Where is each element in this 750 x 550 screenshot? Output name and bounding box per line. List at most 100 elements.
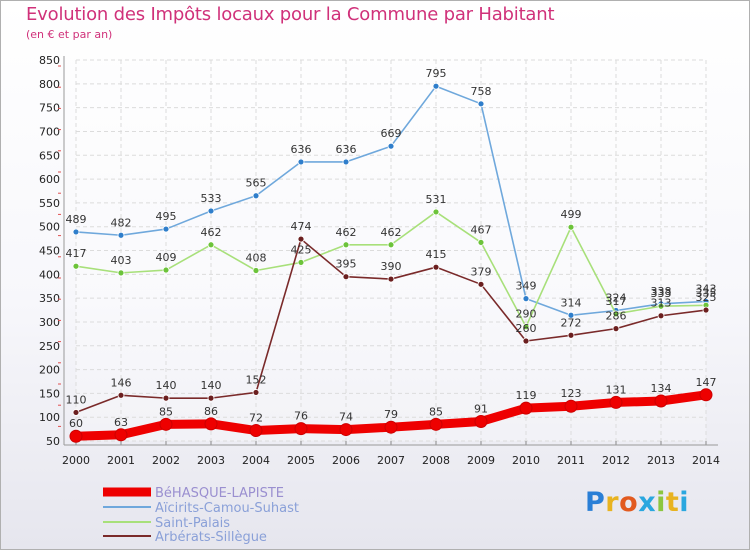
data-label: 286 (606, 310, 627, 323)
data-label: 147 (696, 376, 717, 389)
data-point (567, 331, 575, 339)
legend-label: BéHASQUE-LAPISTE (155, 486, 284, 501)
y-tick-label: 50 (46, 435, 60, 448)
data-label: 110 (66, 393, 87, 406)
data-label: 86 (204, 405, 218, 418)
data-label: 324 (606, 292, 627, 305)
y-tick-label: 500 (39, 221, 60, 234)
data-point (522, 337, 530, 345)
data-label: 462 (381, 226, 402, 239)
data-point (609, 395, 623, 409)
logo-letter: r (605, 487, 620, 518)
legend-label: Arbérats-Sillègue (155, 530, 267, 545)
data-point (342, 158, 350, 166)
data-point (207, 241, 215, 249)
data-point (252, 267, 260, 274)
x-tick-label: 2002 (152, 454, 180, 467)
data-point (567, 223, 575, 231)
data-point (69, 429, 83, 443)
data-point (294, 422, 308, 436)
data-point (207, 207, 215, 215)
x-tick-label: 2006 (332, 454, 360, 467)
data-point (72, 262, 80, 270)
chart-subtitle: (en € et par an) (26, 28, 113, 41)
data-label: 74 (339, 411, 353, 424)
data-point (117, 231, 125, 239)
data-point (567, 311, 575, 319)
data-point (72, 409, 80, 416)
data-label: 636 (336, 143, 357, 156)
data-point (387, 241, 395, 249)
data-label: 60 (69, 417, 83, 430)
data-point (159, 417, 173, 431)
x-tick-label: 2012 (602, 454, 630, 467)
data-label: 565 (246, 177, 267, 190)
legend-label: Aïcirits-Camou-Suhast (155, 501, 299, 516)
data-point (162, 225, 170, 233)
y-tick-label: 200 (39, 364, 60, 377)
x-tick-label: 2011 (557, 454, 585, 467)
series-layer (69, 82, 713, 443)
data-label: 425 (291, 243, 312, 256)
data-label: 415 (426, 248, 447, 261)
data-label: 123 (561, 387, 582, 400)
data-label: 462 (201, 226, 222, 239)
logo-letter: P (585, 487, 606, 518)
y-tick-label: 750 (39, 102, 60, 115)
data-label: 533 (201, 192, 222, 205)
data-label: 272 (561, 316, 582, 329)
data-label: 290 (516, 308, 537, 321)
data-label: 314 (561, 296, 582, 309)
data-label: 349 (516, 280, 537, 293)
data-label: 409 (156, 251, 177, 264)
y-tick-label: 650 (39, 149, 60, 162)
data-point (342, 241, 350, 249)
data-point (432, 263, 440, 271)
data-label: 313 (651, 297, 672, 310)
x-tick-label: 2001 (107, 454, 135, 467)
x-tick-label: 2009 (467, 454, 495, 467)
data-point (474, 414, 488, 428)
y-tick-label: 400 (39, 268, 60, 281)
data-point (432, 82, 440, 90)
data-label: 395 (336, 258, 357, 271)
data-label: 489 (66, 213, 87, 226)
data-label: 131 (606, 383, 627, 396)
x-tick-label: 2003 (197, 454, 225, 467)
data-label: 482 (111, 216, 132, 229)
data-point (249, 424, 263, 438)
data-label: 85 (159, 405, 173, 418)
data-point (297, 259, 305, 266)
data-point (339, 423, 353, 437)
y-tick-label: 550 (39, 197, 60, 210)
data-point (387, 275, 395, 283)
data-point (657, 302, 665, 310)
y-tick-label: 600 (39, 173, 60, 186)
x-tick-label: 2005 (287, 454, 315, 467)
data-label: 317 (606, 295, 627, 308)
data-label: 343 (696, 282, 717, 295)
data-label: 390 (381, 260, 402, 273)
y-tick-label: 700 (39, 125, 60, 138)
logo-letter: i (656, 487, 666, 518)
data-point (162, 394, 170, 402)
data-label: 91 (474, 402, 488, 415)
y-tick-label: 450 (39, 245, 60, 258)
data-point (564, 399, 578, 413)
x-tick-label: 2014 (692, 454, 720, 467)
data-point (114, 428, 128, 442)
data-label: 408 (246, 252, 267, 265)
legend-label: Saint-Palais (155, 516, 230, 531)
x-tick-label: 2008 (422, 454, 450, 467)
data-label: 462 (336, 226, 357, 239)
y-tick-label: 250 (39, 340, 60, 353)
data-point (477, 280, 485, 288)
data-point (657, 312, 665, 320)
legend: BéHASQUE-LAPISTEAïcirits-Camou-SuhastSai… (103, 486, 299, 545)
data-point (432, 208, 440, 216)
data-point (117, 391, 125, 399)
data-label: 474 (291, 220, 312, 233)
data-label: 119 (516, 389, 537, 402)
grid (75, 59, 707, 442)
